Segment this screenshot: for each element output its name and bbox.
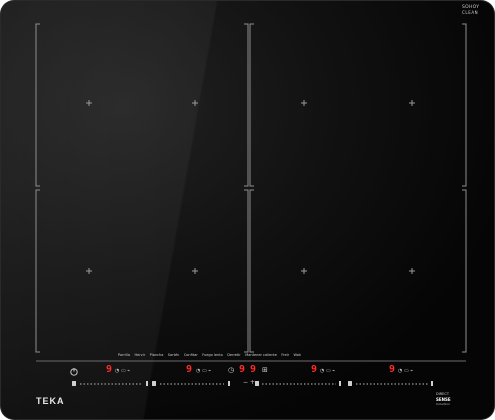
timer-display-left: 9: [239, 364, 246, 375]
lock-icon[interactable]: ⊞: [262, 366, 268, 374]
zone1-power-display: 9: [106, 364, 113, 375]
zone3-power-display: 9: [311, 364, 318, 375]
clean-badge-line1: SOHOY: [462, 5, 480, 10]
teka-logo: TEKA: [36, 396, 65, 406]
zone3-function-icons[interactable]: ◔ ▭ ⌁: [320, 368, 336, 374]
zone2-function-icons[interactable]: ◔ ▭ ⌁: [196, 368, 212, 374]
direct-sense-line3: Induction: [436, 402, 450, 406]
function-sarten[interactable]: Sartén: [167, 353, 180, 357]
function-labels: Parrilla Hervir Plancha Sartén Confitar …: [118, 353, 301, 358]
timer-display-right: 9: [250, 364, 257, 375]
function-derretir[interactable]: Derretir: [227, 353, 241, 357]
zone-right-outline: [249, 23, 467, 353]
function-parrilla[interactable]: Parrilla: [118, 353, 130, 357]
zone4-function-icons[interactable]: ◔ ▭ ⌁: [398, 368, 414, 374]
function-wok[interactable]: Wok: [293, 353, 301, 357]
zone1-function-icons[interactable]: ◔ ▭ ⌁: [115, 368, 131, 374]
zone-left-outline: [35, 23, 249, 353]
function-fuego-lento[interactable]: Fuego lento: [202, 353, 223, 357]
function-freir[interactable]: Freír: [281, 353, 290, 357]
direct-sense-line2: SENSE: [436, 397, 451, 402]
zone-center-markers: [86, 100, 415, 274]
clean-badge-line2: CLEAN: [462, 10, 479, 15]
function-hervir[interactable]: Hervir: [134, 353, 146, 357]
zone4-power-display: 9: [389, 364, 396, 375]
function-confitar[interactable]: Confitar: [183, 353, 198, 357]
timer-clock-icon[interactable]: ◷: [228, 366, 235, 374]
slider-end-marks: [72, 381, 433, 386]
function-plancha[interactable]: Plancha: [149, 353, 164, 357]
timer-minus-plus-icons[interactable]: − +: [243, 379, 255, 386]
zone2-power-display: 9: [186, 364, 193, 375]
function-mantener[interactable]: Mantener caliente: [245, 353, 277, 357]
direct-sense-line1: DIRECT: [436, 392, 449, 396]
